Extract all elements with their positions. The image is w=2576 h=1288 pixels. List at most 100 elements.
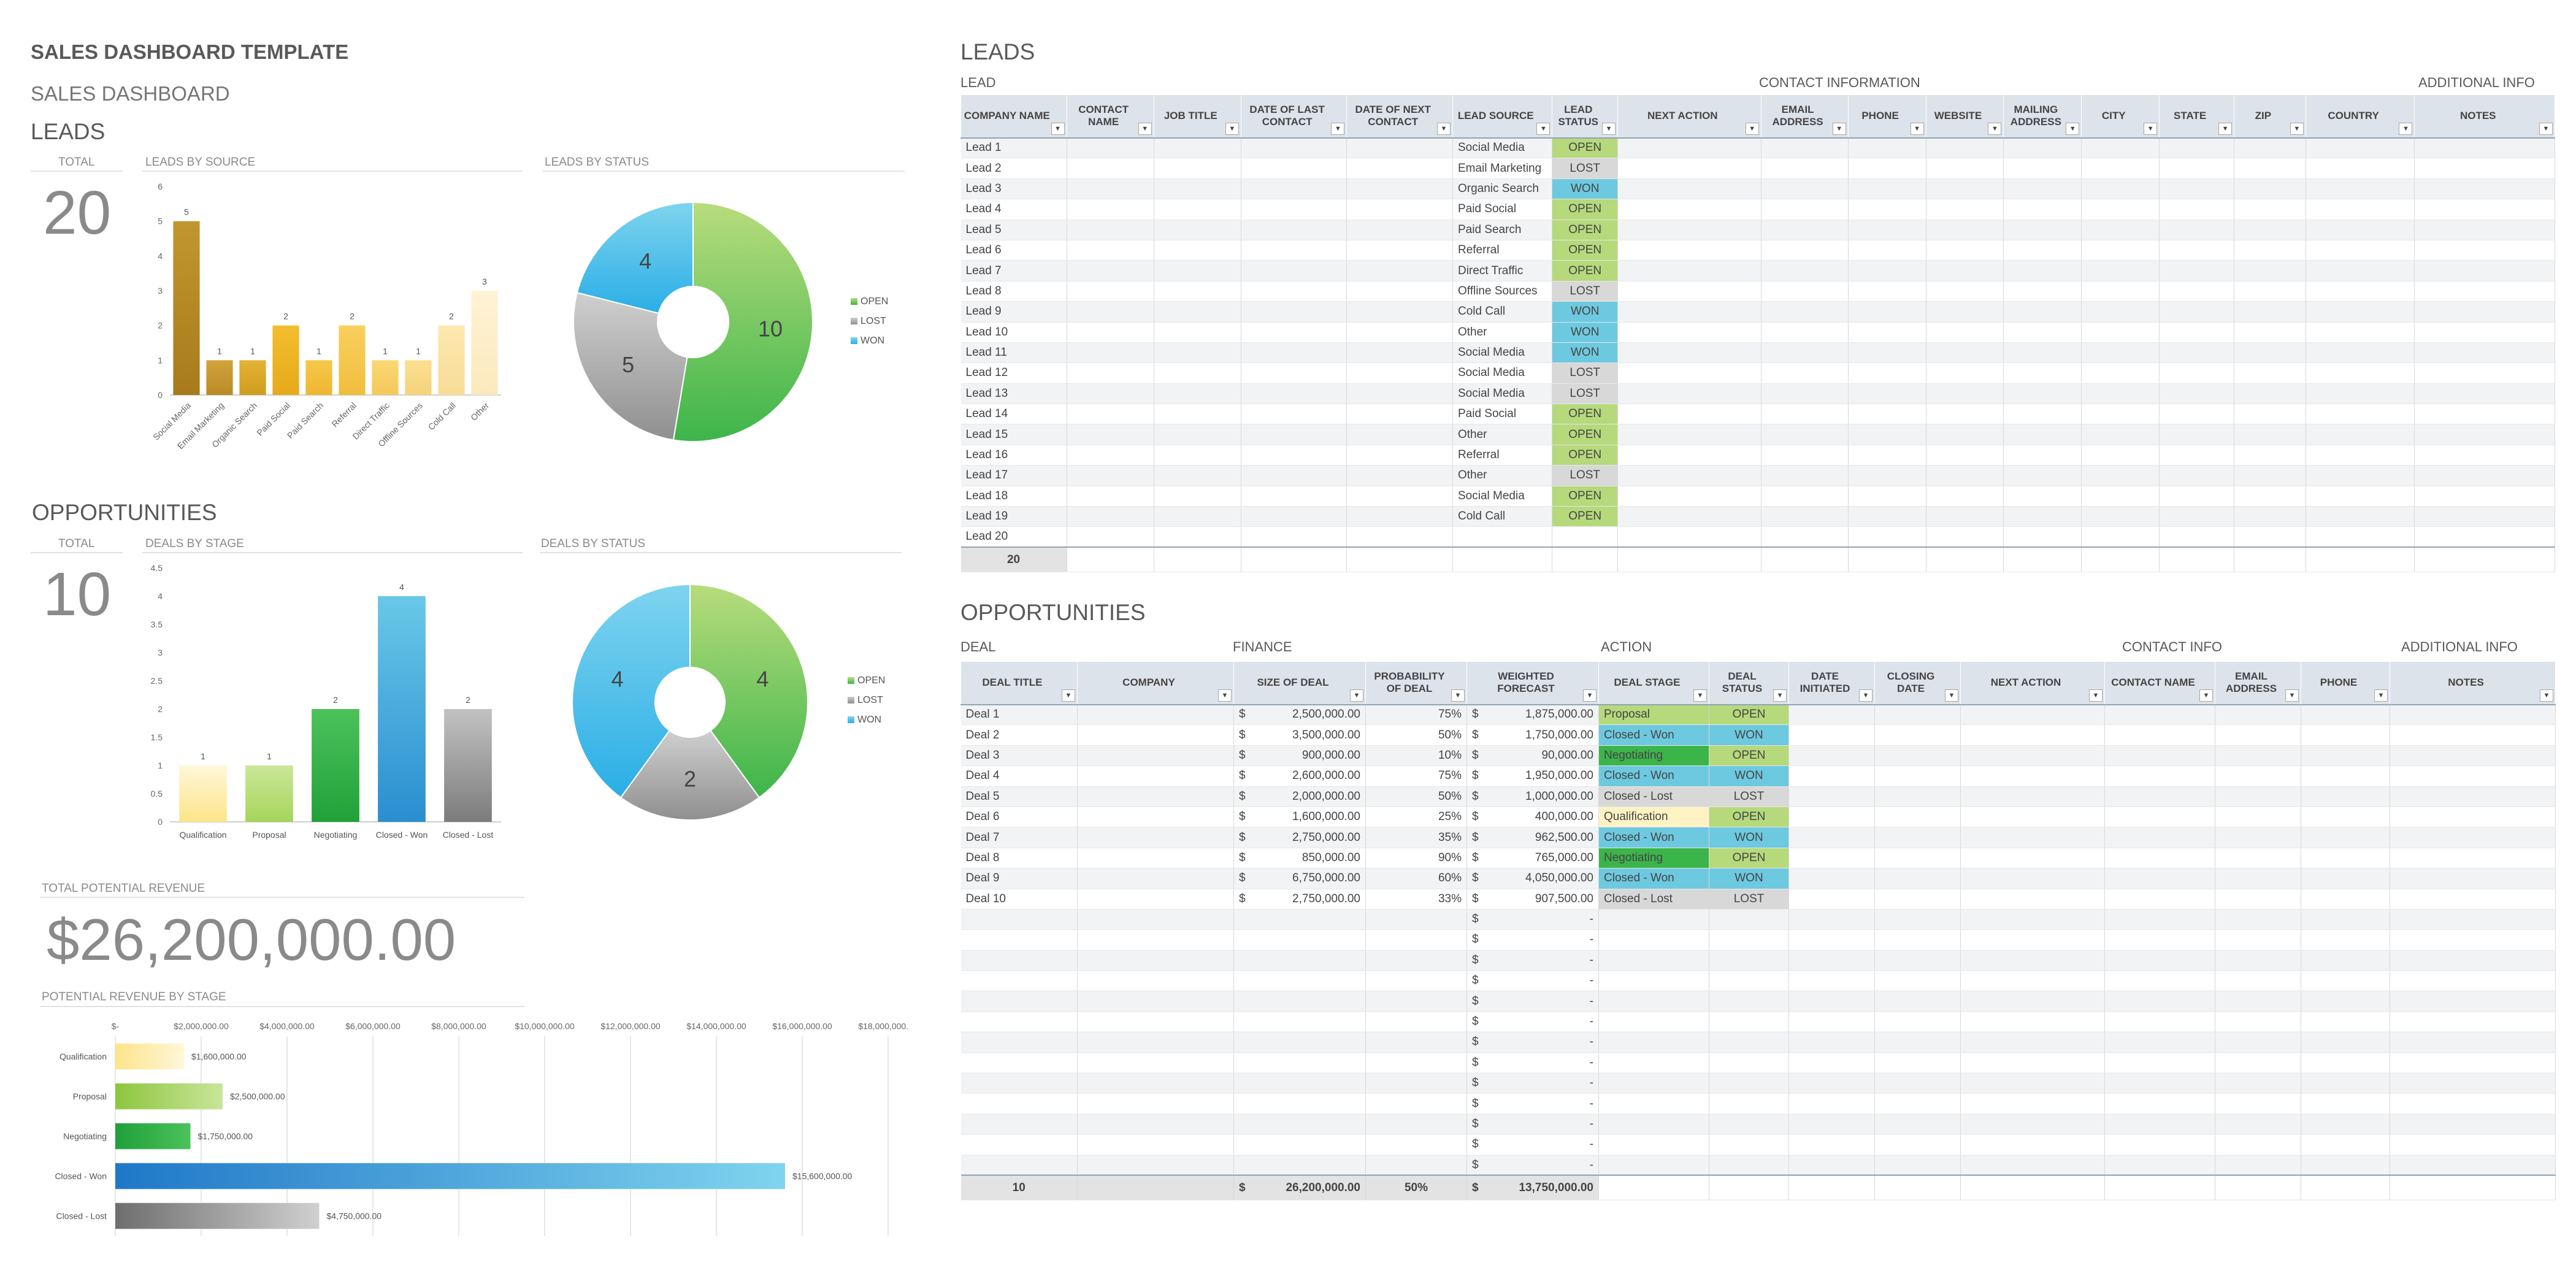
cell-company[interactable] (1077, 1032, 1234, 1053)
cell-closing-date[interactable] (1874, 909, 1961, 930)
cell-deal-stage[interactable]: Qualification (1598, 807, 1709, 828)
cell-weighted-forecast[interactable]: $ - (1466, 1134, 1599, 1156)
cell-closing-date[interactable] (1874, 848, 1961, 869)
filter-dropdown-button[interactable]: ▼ (1138, 122, 1152, 135)
cell-probability-of-deal[interactable]: 35% (1365, 827, 1467, 848)
cell-company[interactable] (1077, 724, 1234, 746)
filter-dropdown-button[interactable]: ▼ (2374, 689, 2388, 702)
cell-company-name[interactable]: Lead 6 (960, 240, 1067, 261)
cell-deal-stage[interactable] (1598, 1052, 1709, 1074)
cell-state[interactable] (2159, 486, 2235, 507)
cell-deal-title[interactable] (960, 1011, 1078, 1033)
cell-company-name[interactable]: Lead 8 (960, 281, 1067, 302)
cell-city[interactable] (2081, 383, 2160, 405)
cell-lead-status[interactable]: LOST (1552, 465, 1619, 486)
cell-deal-title[interactable]: Deal 7 (960, 827, 1078, 848)
cell-lead-status[interactable] (1552, 526, 1619, 548)
cell-contact-name[interactable] (2104, 868, 2215, 889)
cell-contact-name[interactable] (2104, 1073, 2215, 1094)
total-cell[interactable] (2301, 1175, 2390, 1200)
cell-date-of-next-contact[interactable] (1346, 445, 1453, 466)
cell-job-title[interactable] (1154, 526, 1241, 548)
cell-zip[interactable] (2234, 240, 2306, 261)
cell-deal-status[interactable] (1709, 991, 1789, 1012)
cell-zip[interactable] (2234, 158, 2306, 179)
cell-deal-stage[interactable] (1598, 991, 1709, 1012)
cell-lead-status[interactable]: WON (1552, 342, 1619, 364)
cell-company[interactable] (1077, 1093, 1234, 1114)
cell-contact-name[interactable] (2104, 929, 2215, 951)
cell-website[interactable] (1926, 465, 2004, 486)
cell-company-name[interactable]: Lead 17 (960, 465, 1067, 486)
cell-state[interactable] (2159, 362, 2235, 384)
cell-size-of-deal[interactable] (1233, 909, 1366, 930)
cell-job-title[interactable] (1154, 137, 1241, 159)
cell-lead-source[interactable]: Other (1452, 322, 1553, 343)
cell-company-name[interactable]: Lead 7 (960, 260, 1067, 282)
filter-dropdown-button[interactable]: ▼ (1945, 689, 1958, 702)
cell-phone[interactable] (2301, 929, 2390, 951)
cell-phone[interactable] (1848, 260, 1926, 282)
cell-deal-title[interactable]: Deal 3 (960, 745, 1078, 767)
total-cell[interactable] (2215, 1175, 2301, 1200)
cell-contact-name[interactable] (1067, 220, 1154, 240)
cell-city[interactable] (2081, 424, 2160, 445)
cell-lead-status[interactable]: OPEN (1552, 199, 1619, 220)
cell-mailing-address[interactable] (2003, 220, 2082, 240)
cell-closing-date[interactable] (1874, 745, 1961, 767)
cell-lead-status[interactable]: OPEN (1552, 220, 1619, 240)
cell-company-name[interactable]: Lead 12 (960, 362, 1067, 384)
cell-phone[interactable] (2301, 970, 2390, 992)
cell-date-of-last-contact[interactable] (1241, 199, 1347, 220)
cell-closing-date[interactable] (1874, 970, 1961, 992)
cell-job-title[interactable] (1154, 220, 1241, 240)
cell-mailing-address[interactable] (2003, 301, 2082, 323)
cell-deal-status[interactable]: OPEN (1709, 704, 1789, 726)
cell-date-of-last-contact[interactable] (1241, 137, 1347, 159)
cell-state[interactable] (2159, 383, 2235, 405)
cell-next-action[interactable] (1960, 704, 2105, 726)
cell-date-of-next-contact[interactable] (1346, 465, 1453, 486)
cell-deal-title[interactable] (960, 970, 1078, 992)
filter-dropdown-button[interactable]: ▼ (1225, 122, 1239, 135)
cell-country[interactable] (2306, 506, 2415, 527)
cell-website[interactable] (1926, 362, 2004, 384)
cell-closing-date[interactable] (1874, 704, 1961, 726)
cell-city[interactable] (2081, 362, 2160, 384)
cell-contact-name[interactable] (2104, 704, 2215, 726)
cell-next-action[interactable] (1960, 765, 2105, 787)
cell-lead-source[interactable]: Referral (1452, 240, 1553, 261)
cell-state[interactable] (2159, 526, 2235, 548)
filter-dropdown-button[interactable]: ▼ (2199, 689, 2213, 702)
filter-dropdown-button[interactable]: ▼ (2290, 122, 2304, 135)
cell-company[interactable] (1077, 1134, 1234, 1156)
cell-closing-date[interactable] (1874, 1032, 1961, 1053)
cell-deal-title[interactable]: Deal 5 (960, 786, 1078, 807)
cell-zip[interactable] (2234, 465, 2306, 486)
cell-lead-status[interactable]: LOST (1552, 281, 1619, 302)
cell-weighted-forecast[interactable]: $ - (1466, 1093, 1599, 1114)
cell-deal-status[interactable] (1709, 929, 1789, 951)
cell-probability-of-deal[interactable] (1365, 1134, 1467, 1156)
cell-notes[interactable] (2390, 1052, 2556, 1074)
cell-deal-status[interactable]: WON (1709, 868, 1789, 889)
total-cell[interactable] (2081, 546, 2160, 572)
cell-city[interactable] (2081, 158, 2160, 179)
cell-date-initiated[interactable] (1788, 827, 1875, 848)
cell-date-of-next-contact[interactable] (1346, 506, 1453, 527)
cell-next-action[interactable] (1960, 950, 2105, 972)
cell-company[interactable] (1077, 929, 1234, 951)
cell-deal-stage[interactable]: Closed - Won (1598, 868, 1709, 889)
cell-notes[interactable] (2390, 1093, 2556, 1114)
cell-lead-status[interactable]: OPEN (1552, 445, 1619, 466)
cell-date-of-last-contact[interactable] (1241, 342, 1347, 364)
cell-phone[interactable] (1848, 240, 1926, 261)
cell-date-initiated[interactable] (1788, 889, 1875, 910)
cell-website[interactable] (1926, 220, 2004, 240)
cell-notes[interactable] (2390, 889, 2556, 910)
cell-next-action[interactable] (1617, 526, 1761, 548)
cell-date-initiated[interactable] (1788, 1073, 1875, 1094)
cell-company-name[interactable]: Lead 5 (960, 220, 1067, 240)
cell-city[interactable] (2081, 260, 2160, 282)
cell-contact-name[interactable] (1067, 465, 1154, 486)
